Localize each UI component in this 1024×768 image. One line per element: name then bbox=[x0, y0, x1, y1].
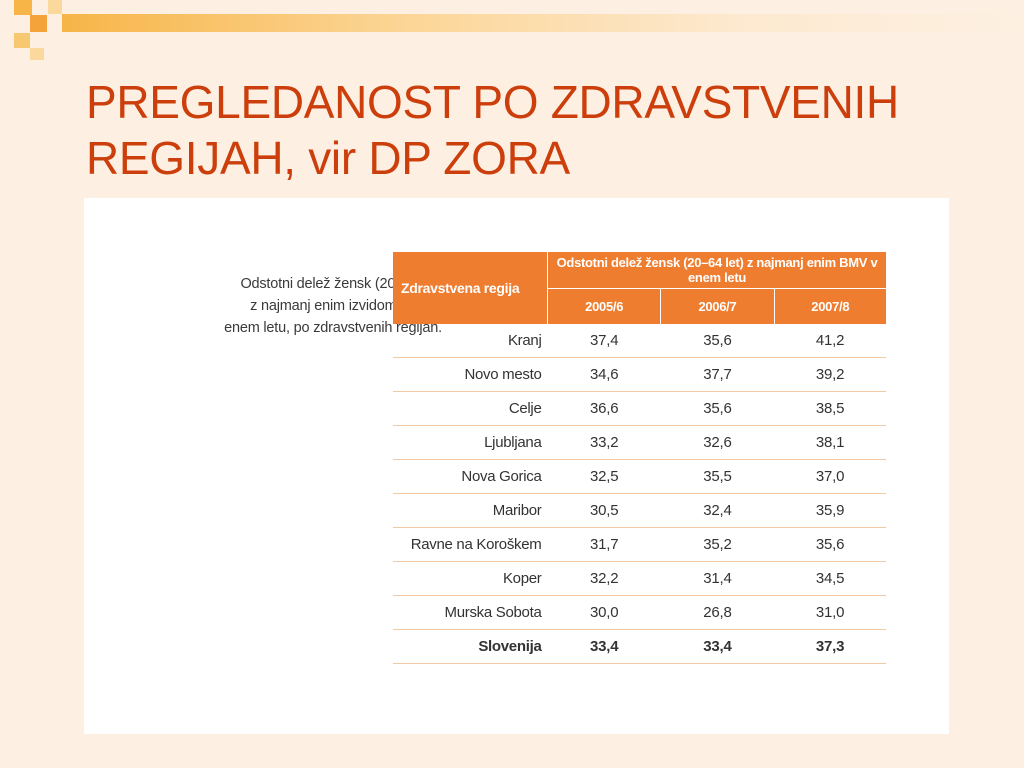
column-group-header: Odstotni delež žensk (20–64 let) z najma… bbox=[547, 252, 886, 289]
cell-value: 33,4 bbox=[547, 629, 661, 664]
cell-value: 32,4 bbox=[660, 493, 775, 528]
table-figure: Odstotni delež žensk (20–64 let) z najma… bbox=[84, 198, 949, 734]
cell-value: 30,0 bbox=[547, 595, 661, 630]
caption-line-1: Odstotni delež žensk (20–64 let) bbox=[240, 276, 442, 292]
cell-region: Kranj bbox=[393, 324, 548, 358]
cell-value: 35,2 bbox=[660, 527, 775, 562]
cell-region: Celje bbox=[393, 391, 548, 426]
cell-value: 37,7 bbox=[660, 357, 775, 392]
table-row: Novo mesto 34,6 37,7 39,2 bbox=[393, 357, 886, 392]
table-row: Ravne na Koroškem 31,7 35,2 35,6 bbox=[393, 527, 886, 562]
cell-value: 31,0 bbox=[774, 595, 886, 630]
decor-band bbox=[62, 14, 1024, 32]
cell-region: Nova Gorica bbox=[393, 459, 548, 494]
cell-region: Slovenija bbox=[393, 629, 548, 664]
cell-value: 34,5 bbox=[774, 561, 886, 596]
table-row: Maribor 30,5 32,4 35,9 bbox=[393, 493, 886, 528]
cell-value: 32,2 bbox=[547, 561, 661, 596]
column-header-year: 2006/7 bbox=[660, 288, 775, 324]
cell-region: Ljubljana bbox=[393, 425, 548, 460]
table-body: Kranj 37,4 35,6 41,2 Novo mesto 34,6 37,7 39,2 C… bbox=[393, 324, 886, 664]
table-row: Kranj 37,4 35,6 41,2 bbox=[393, 324, 886, 358]
cell-region: Koper bbox=[393, 561, 548, 596]
cell-region: Murska Sobota bbox=[393, 595, 548, 630]
cell-value: 35,5 bbox=[660, 459, 775, 494]
cell-value: 32,6 bbox=[660, 425, 775, 460]
cell-value: 35,6 bbox=[660, 391, 775, 426]
cell-value: 32,5 bbox=[547, 459, 661, 494]
cell-region: Ravne na Koroškem bbox=[393, 527, 548, 562]
decor-square bbox=[14, 33, 30, 48]
cell-value: 35,6 bbox=[774, 527, 886, 562]
column-header-year: 2007/8 bbox=[773, 288, 886, 324]
cell-value: 38,1 bbox=[774, 425, 886, 460]
cell-value: 36,6 bbox=[547, 391, 661, 426]
table-row: Nova Gorica 32,5 35,5 37,0 bbox=[393, 459, 886, 494]
cell-value: 35,6 bbox=[660, 324, 775, 358]
column-header-year: 2005/6 bbox=[547, 288, 661, 324]
slide-title: PREGLEDANOST PO ZDRAVSTVENIH REGIJAH, vi… bbox=[86, 74, 986, 186]
table-row-total: Slovenija 33,4 33,4 37,3 bbox=[393, 629, 886, 664]
decor-square bbox=[30, 15, 47, 32]
cell-value: 34,6 bbox=[547, 357, 661, 392]
cell-value: 31,7 bbox=[547, 527, 661, 562]
decor-square bbox=[14, 0, 32, 15]
cell-value: 33,2 bbox=[547, 425, 661, 460]
caption-line-3: enem letu, po zdravstvenih regijah. bbox=[224, 320, 442, 336]
title-line-2: REGIJAH, vir DP ZORA bbox=[86, 132, 570, 184]
cell-value: 35,9 bbox=[774, 493, 886, 528]
cell-value: 38,5 bbox=[774, 391, 886, 426]
cell-value: 41,2 bbox=[774, 324, 886, 358]
cell-value: 30,5 bbox=[547, 493, 661, 528]
cell-value: 31,4 bbox=[660, 561, 775, 596]
table-row: Ljubljana 33,2 32,6 38,1 bbox=[393, 425, 886, 460]
table-row: Celje 36,6 35,6 38,5 bbox=[393, 391, 886, 426]
cell-value: 33,4 bbox=[660, 629, 775, 664]
column-header-region: Zdravstvena regija bbox=[393, 252, 548, 324]
cell-region: Novo mesto bbox=[393, 357, 548, 392]
cell-region: Maribor bbox=[393, 493, 548, 528]
decor-square bbox=[30, 48, 44, 60]
cell-value: 39,2 bbox=[774, 357, 886, 392]
table-row: Murska Sobota 30,0 26,8 31,0 bbox=[393, 595, 886, 630]
decor-square bbox=[48, 0, 62, 14]
cell-value: 37,0 bbox=[774, 459, 886, 494]
region-table: Zdravstvena regija Odstotni delež žensk … bbox=[393, 252, 886, 664]
cell-value: 26,8 bbox=[660, 595, 775, 630]
cell-value: 37,4 bbox=[547, 324, 661, 358]
cell-value: 37,3 bbox=[774, 629, 886, 664]
table-row: Koper 32,2 31,4 34,5 bbox=[393, 561, 886, 596]
title-line-1: PREGLEDANOST PO ZDRAVSTVENIH bbox=[86, 76, 899, 128]
